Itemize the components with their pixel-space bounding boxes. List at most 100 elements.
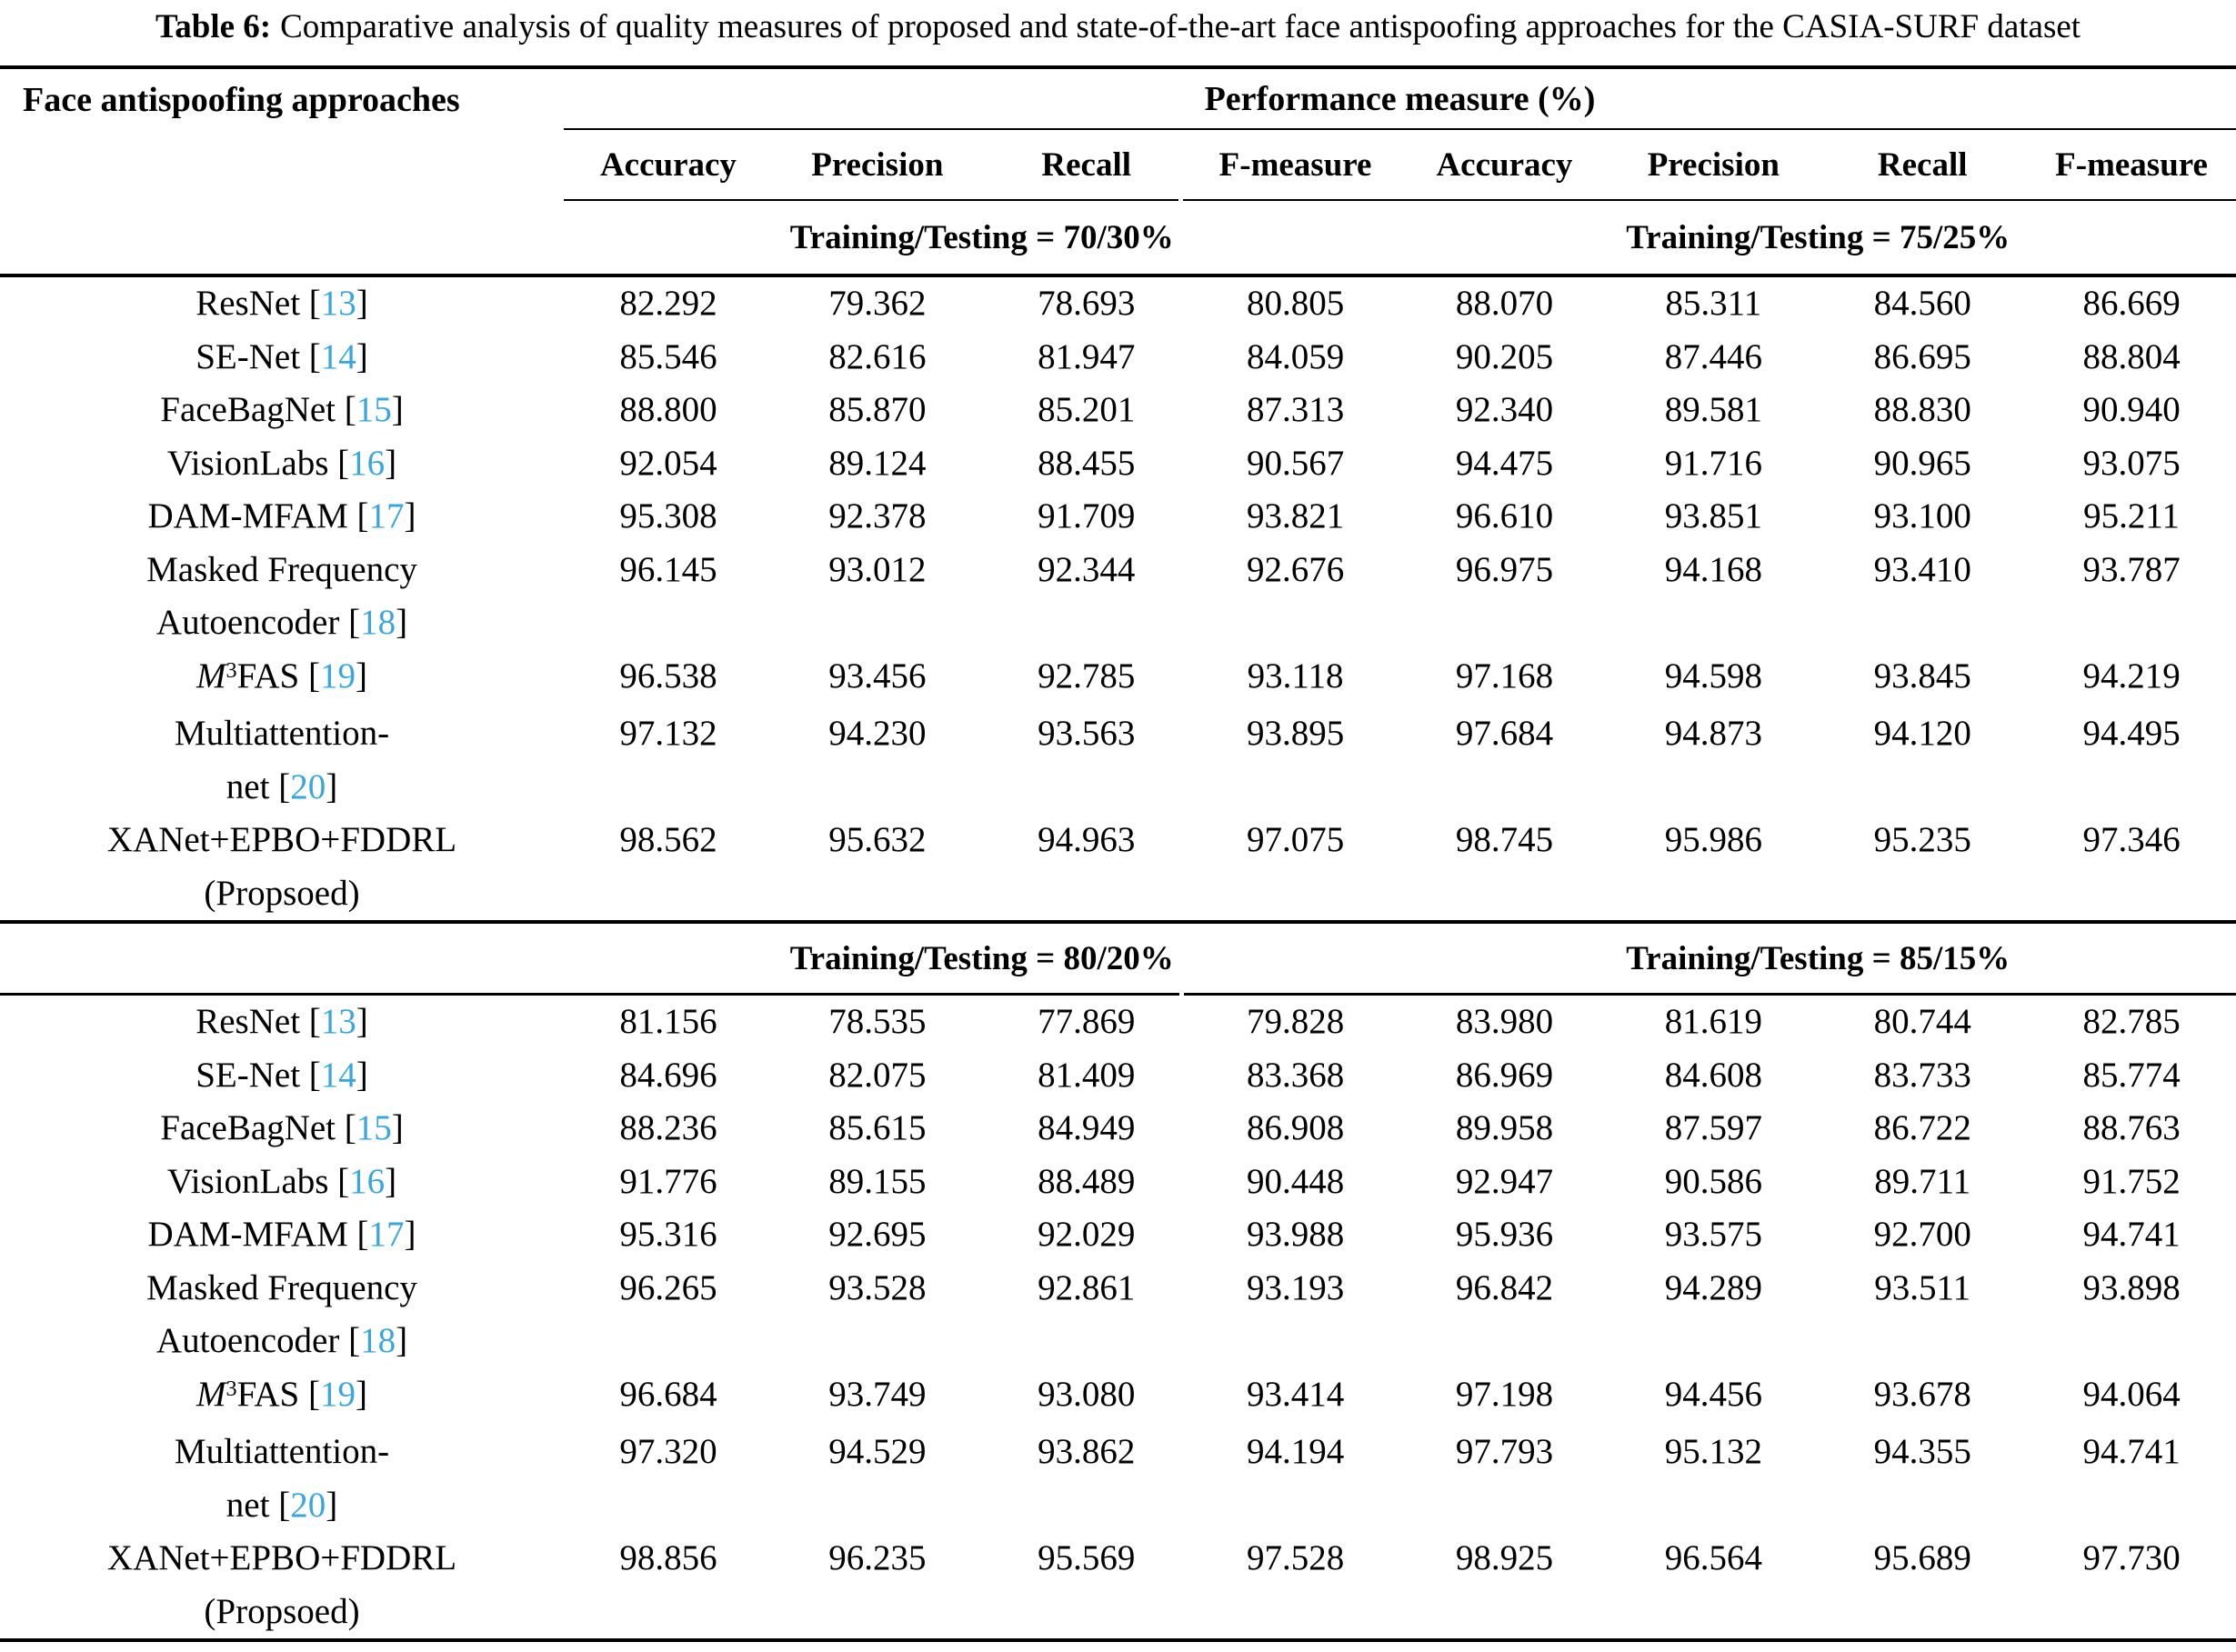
- column-header-accuracy-2: Accuracy: [1436, 145, 1573, 184]
- metric-value: 88.489: [1038, 1161, 1136, 1201]
- label-text: net [: [226, 766, 291, 806]
- label-text: XANet+EPBO+FDDRL: [106, 820, 457, 859]
- label-text: XANet+EPBO+FDDRL: [106, 1538, 457, 1577]
- metric-value: 81.947: [1038, 336, 1136, 376]
- column-header-fmeasure-1: F-measure: [1218, 145, 1372, 184]
- citation-link[interactable]: 15: [356, 390, 392, 429]
- metric-value: 93.821: [1246, 496, 1345, 536]
- citation-link[interactable]: 13: [320, 284, 356, 323]
- citation-link[interactable]: 17: [368, 496, 405, 536]
- metric-value: 92.340: [1455, 390, 1554, 429]
- approach-row: ResNet [13] 82.292 79.362 78.693 80.805 88.07…: [0, 277, 2236, 331]
- split-header-75-25: Training/Testing = 75/25%: [1626, 218, 2010, 256]
- metric-value: 85.201: [1038, 390, 1136, 429]
- label-text: Masked Frequency: [146, 1267, 417, 1307]
- metric-value: 90.586: [1664, 1161, 1762, 1201]
- metric-value: 97.684: [1455, 714, 1554, 753]
- performance-measure-header: Performance measure (%): [564, 69, 2236, 130]
- metric-value: 95.632: [828, 820, 927, 859]
- metric-value: 97.528: [1246, 1538, 1345, 1577]
- metric-value: 85.774: [2082, 1055, 2181, 1095]
- citation-link[interactable]: 16: [349, 1161, 386, 1201]
- citation-link[interactable]: 20: [290, 766, 326, 806]
- label-text: ]: [391, 390, 404, 429]
- metric-value: 95.986: [1664, 820, 1762, 859]
- citation-link[interactable]: 18: [360, 603, 396, 642]
- label-text: ]: [396, 1321, 408, 1360]
- section-2-header-rule: [0, 993, 2236, 996]
- label-text: (Propsoed): [204, 1591, 360, 1631]
- approach-row: FaceBagNet [15] 88.236 85.615 84.949 86.908 8…: [0, 1102, 2236, 1156]
- metric-value: 92.947: [1455, 1161, 1554, 1201]
- label-text: 3: [226, 657, 237, 683]
- citation-link[interactable]: 14: [320, 336, 356, 376]
- citation-link[interactable]: 20: [290, 1485, 326, 1525]
- metric-value: 92.676: [1246, 549, 1345, 589]
- metric-value: 87.446: [1664, 336, 1762, 376]
- metric-value: 96.842: [1455, 1267, 1554, 1307]
- approach-label: SE-Net [14]: [0, 1049, 564, 1103]
- metric-value: 83.368: [1246, 1055, 1345, 1095]
- metric-value: 95.132: [1664, 1432, 1762, 1471]
- metric-value: 96.145: [619, 549, 717, 589]
- citation-link[interactable]: 19: [319, 656, 356, 696]
- metric-value: 97.346: [2082, 820, 2181, 859]
- label-text: DAM-MFAM [: [147, 1215, 369, 1254]
- metric-value: 94.120: [1873, 714, 1971, 753]
- label-text: Multiattention-: [174, 714, 390, 753]
- metric-value: 93.988: [1246, 1215, 1345, 1254]
- citation-link[interactable]: 18: [360, 1321, 396, 1360]
- metric-value: 89.958: [1455, 1108, 1554, 1147]
- metric-value: 82.616: [828, 336, 927, 376]
- table-header-row-2: Accuracy Precision Recall F-measure Accu…: [0, 130, 2236, 199]
- metric-value: 89.155: [828, 1161, 927, 1201]
- approach-label: Multiattention-net [20]: [0, 1426, 564, 1532]
- metric-value: 98.856: [619, 1538, 717, 1577]
- metric-value: 82.292: [619, 284, 717, 323]
- metric-value: 93.575: [1664, 1215, 1762, 1254]
- metric-value: 90.940: [2082, 390, 2181, 429]
- section-1-top-rule: [0, 274, 2236, 277]
- label-text: Masked Frequency: [146, 549, 417, 589]
- metric-value: 93.456: [828, 656, 927, 696]
- citation-link[interactable]: 19: [319, 1374, 356, 1414]
- approach-label: VisionLabs [16]: [0, 1156, 564, 1209]
- label-text: FAS [: [236, 1374, 320, 1414]
- metric-value: 90.567: [1246, 443, 1345, 483]
- citation-link[interactable]: 16: [349, 443, 386, 483]
- label-text: ]: [356, 284, 368, 323]
- metric-value: 85.615: [828, 1108, 927, 1147]
- approach-label: XANet+EPBO+FDDRL (Propsoed): [0, 814, 564, 920]
- citation-link[interactable]: 15: [356, 1108, 392, 1147]
- metric-value: 93.678: [1873, 1374, 1971, 1414]
- label-text: ]: [326, 1485, 338, 1525]
- metric-value: 79.828: [1246, 1002, 1345, 1041]
- metric-value: 82.785: [2082, 1002, 2181, 1041]
- metric-value: 87.597: [1664, 1108, 1762, 1147]
- metric-value: 84.059: [1246, 336, 1345, 376]
- column-header-recall-1: Recall: [1041, 145, 1131, 184]
- metric-value: 93.410: [1873, 549, 1971, 589]
- header-spacer: [0, 130, 564, 199]
- metric-value: 93.528: [828, 1267, 927, 1307]
- metric-value: 78.693: [1038, 284, 1136, 323]
- metric-value: 85.546: [619, 336, 717, 376]
- metric-value: 86.669: [2082, 284, 2181, 323]
- metric-value: 96.684: [619, 1374, 717, 1414]
- label-text: ResNet [: [196, 1002, 321, 1041]
- approach-label: VisionLabs [16]: [0, 437, 564, 491]
- citation-link[interactable]: 13: [320, 1002, 356, 1041]
- citation-link[interactable]: 17: [368, 1215, 405, 1254]
- metric-value: 97.168: [1455, 656, 1554, 696]
- label-text: VisionLabs [: [166, 1161, 350, 1201]
- metric-value: 96.610: [1455, 496, 1554, 536]
- metric-value: 82.075: [828, 1055, 927, 1095]
- label-text: M: [196, 1374, 226, 1414]
- metric-value: 93.845: [1873, 656, 1971, 696]
- label-text: Autoencoder [: [155, 603, 361, 642]
- metric-value: 84.696: [619, 1055, 717, 1095]
- header-spacer: [0, 201, 564, 274]
- metric-value: 96.538: [619, 656, 717, 696]
- citation-link[interactable]: 14: [320, 1055, 356, 1095]
- metric-value: 85.870: [828, 390, 927, 429]
